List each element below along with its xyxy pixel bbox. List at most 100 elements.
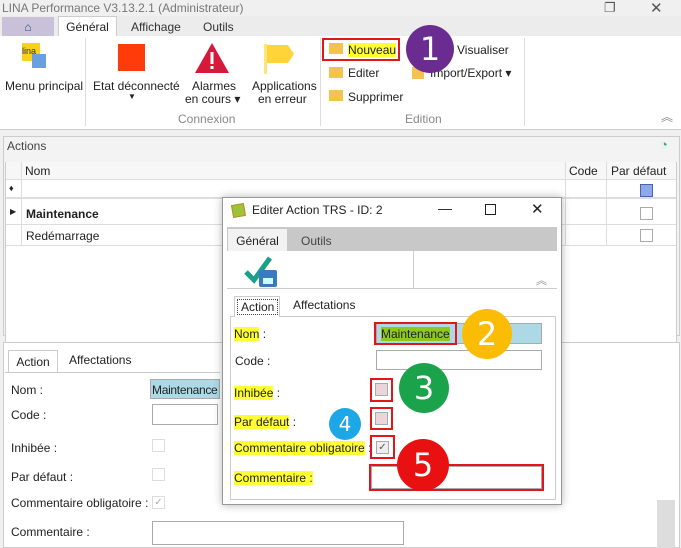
commentaire-field[interactable] (152, 521, 404, 545)
row-par-defaut-checkbox[interactable] (640, 207, 653, 220)
dialog-nom-value: Maintenance (381, 327, 450, 341)
pin-icon: ♦ (9, 183, 14, 193)
colon: : (292, 415, 297, 429)
tab-label: Général (66, 20, 109, 34)
column-header-par-defaut[interactable]: Par défaut (611, 164, 667, 178)
delete-folder-icon (329, 90, 343, 101)
supprimer-button[interactable]: Supprimer (348, 90, 404, 104)
edition-group-label: Edition (405, 112, 442, 126)
tab-affichage[interactable]: Affichage (131, 20, 181, 34)
restore-button[interactable]: ❐ (604, 0, 616, 15)
row-indicator-icon: ▶ (10, 207, 17, 216)
dropdown-arrow-icon: ▼ (128, 92, 136, 101)
dialog-title: Editer Action TRS - ID: 2 (252, 203, 383, 217)
dialog-collapse-icon[interactable]: ︽ (536, 275, 547, 287)
divider (85, 38, 86, 126)
dialog-code-label: Code : (235, 354, 271, 368)
menu-principal-label: Menu principal (5, 79, 84, 93)
applications-label-2: en erreur (258, 92, 307, 106)
tab-general[interactable]: Général (58, 16, 117, 37)
code-field[interactable] (152, 404, 218, 425)
column-header-code[interactable]: Code (569, 164, 598, 178)
commentaire-label: Commentaire : (11, 525, 90, 539)
dialog-close-button[interactable]: ✕ (531, 201, 544, 218)
nouveau-button[interactable]: Nouveau (348, 43, 397, 57)
tab-outils[interactable]: Outils (203, 20, 234, 34)
dialog-par-defaut-checkbox[interactable] (375, 412, 388, 425)
save-validate-button[interactable] (244, 254, 278, 288)
alarmes-label: Alarmes (192, 79, 237, 93)
flag-icon (264, 44, 294, 74)
editer-button[interactable]: Editer (348, 66, 380, 80)
detail-tab-affectations[interactable]: Affectations (69, 353, 132, 367)
column-divider (606, 162, 607, 246)
colon: : (262, 327, 267, 341)
dialog-comment-obligatoire-label: Commentaire obligatoire (234, 441, 365, 455)
nom-value: Maintenance (152, 383, 218, 397)
dialog-nom-label: Nom (234, 327, 260, 341)
annotation-2: 2 (462, 309, 512, 359)
dialog-comment-obligatoire-checkbox[interactable]: ✓ (376, 441, 389, 454)
nom-field[interactable]: Maintenance (150, 379, 220, 399)
import-export-button[interactable]: Import/Export ▾ (430, 66, 512, 80)
maximize-button[interactable] (485, 204, 496, 215)
applications-label: Applications (252, 79, 317, 93)
tab-label: Action (237, 299, 279, 315)
tab-label: Action (16, 355, 50, 369)
visualiser-button[interactable]: Visualiser (457, 43, 509, 57)
disconnected-square-icon (118, 44, 145, 71)
tab-label: Général (236, 234, 279, 248)
dialog-inhibee-label: Inhibée (234, 386, 274, 400)
collapse-ribbon-icon[interactable]: ︽ (661, 110, 674, 124)
alarmes-button[interactable]: Alarmes en cours ▾ (182, 40, 242, 106)
inhibee-label: Inhibée : (11, 441, 58, 455)
colon: : (368, 441, 372, 455)
dialog-inner-tab-affectations[interactable]: Affectations (293, 298, 356, 312)
highlight-box (370, 407, 393, 430)
annotation-3: 3 (399, 363, 449, 413)
comment-obligatoire-checkbox[interactable]: ✓ (152, 496, 165, 509)
inhibee-checkbox[interactable] (152, 439, 165, 452)
divider (320, 38, 321, 126)
annotation-1: 1 (406, 25, 454, 73)
comment-obligatoire-label: Commentaire obligatoire : (11, 496, 149, 510)
dialog-ribbon (227, 251, 557, 289)
dialog-commentaire-label: Commentaire : (234, 471, 313, 485)
home-tab[interactable]: ⌂ (2, 17, 54, 36)
logo-accent (32, 54, 46, 68)
close-button[interactable]: ✕ (650, 0, 663, 17)
highlight-box (322, 38, 400, 61)
new-folder-icon (329, 43, 343, 54)
applications-button[interactable]: Applications en erreur (248, 40, 317, 106)
filter-checkbox[interactable] (640, 184, 653, 197)
nom-label: Nom : (11, 383, 44, 397)
check-save-icon (244, 256, 277, 287)
ribbon-tab-bar (0, 16, 681, 37)
scrollbar[interactable] (657, 500, 675, 548)
dialog-inner-tab-action[interactable]: Action (234, 296, 280, 317)
colon: : (276, 386, 281, 400)
detail-tab-action[interactable]: Action (8, 350, 58, 372)
par-defaut-checkbox[interactable] (152, 468, 165, 481)
annotation-4: 4 (329, 408, 361, 440)
dialog-code-field[interactable] (376, 350, 542, 370)
window-title: LINA Performance V3.13.2.1 (Administrate… (2, 1, 244, 15)
row-nom: Redémarrage (26, 229, 100, 243)
alarm-triangle-icon (195, 43, 229, 73)
minimize-button[interactable]: — (438, 200, 452, 216)
edit-pencil-icon (230, 202, 247, 219)
menu-principal-button[interactable]: lina Menu principal (2, 40, 84, 100)
actions-title: Actions (7, 139, 47, 153)
dialog-tab-outils[interactable]: Outils (301, 234, 332, 248)
refresh-icon[interactable]: ◔ (660, 137, 668, 152)
column-divider (21, 162, 22, 246)
dialog-tab-general[interactable]: Général (228, 229, 287, 251)
etat-label: Etat déconnecté (93, 79, 180, 93)
highlight-box (370, 435, 395, 459)
row-par-defaut-checkbox[interactable] (640, 229, 653, 242)
dialog-inhibee-checkbox[interactable] (375, 383, 388, 396)
column-header-nom[interactable]: Nom (25, 164, 51, 178)
divider (524, 38, 525, 126)
etat-button[interactable]: Etat déconnecté ▼ (90, 40, 180, 104)
divider (413, 251, 414, 289)
